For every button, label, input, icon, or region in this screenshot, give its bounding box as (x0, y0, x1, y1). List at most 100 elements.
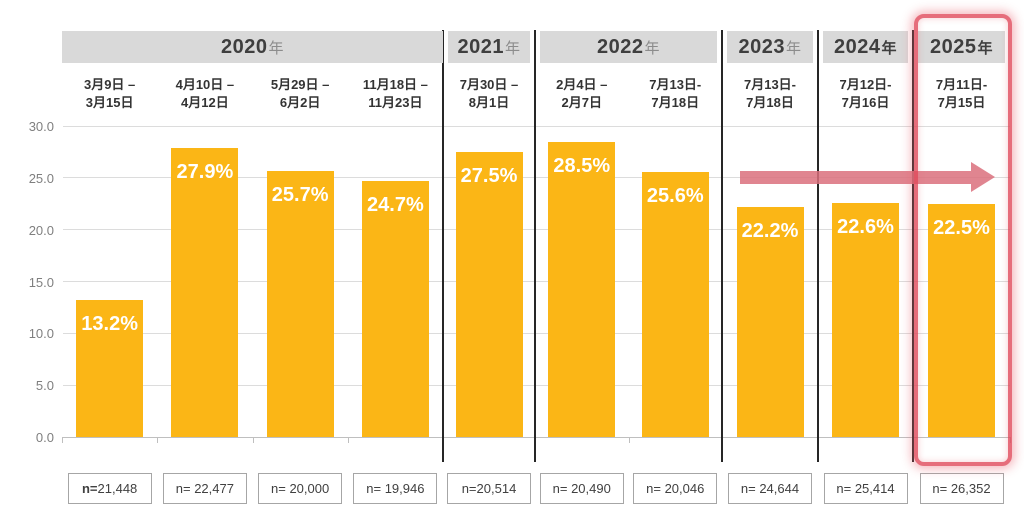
year-label: 2022 (596, 35, 644, 58)
y-axis-tick-label: 5.0 (35, 378, 54, 394)
sample-size-box: n= 26,352 (919, 473, 1004, 504)
gridline (63, 281, 1010, 282)
year-group-separator (442, 30, 444, 462)
sample-size-prefix: n= (740, 481, 760, 496)
bar-value-label: 22.5% (933, 216, 990, 239)
sample-size-box: n= 19,946 (353, 473, 438, 504)
bar-value-label: 25.6% (646, 184, 704, 207)
y-axis-tick-label: 30.0 (28, 119, 54, 134)
sample-size-value: 20,490 (571, 481, 611, 496)
survey-period-label: 11月18日 – 11月23日 (362, 77, 428, 110)
y-axis-tick-label: 20.0 (28, 222, 54, 238)
year-suffix-label: 年 (644, 39, 660, 57)
sample-size-prefix: n= (836, 481, 855, 496)
gridline (63, 177, 1010, 179)
bar-value-label: 22.2% (741, 219, 799, 242)
y-axis-tick-label: 0.0 (35, 430, 54, 445)
x-axis-tick (253, 437, 254, 443)
sample-size-box: n= 22,477 (162, 473, 247, 504)
bar-value-label: 27.5% (460, 164, 518, 187)
x-axis-tick (629, 437, 630, 443)
year-header-2025: 2025 年 (918, 31, 1005, 63)
x-axis-tick (1010, 437, 1011, 443)
x-axis-tick (348, 437, 349, 443)
year-header-2022: 2022 年 (540, 31, 717, 63)
survey-period-label: 7月12日- 7月16日 (839, 77, 892, 110)
sample-size-value: 19,946 (384, 481, 425, 496)
bar-2022-1: 28.5% (548, 141, 616, 437)
sample-size-prefix: n= (366, 481, 385, 496)
x-axis-tick (62, 437, 63, 443)
gridline (63, 229, 1010, 231)
y-axis-tick-label: 25.0 (28, 170, 54, 186)
y-axis-tick-label: 15.0 (28, 274, 54, 290)
year-suffix-label: 年 (977, 39, 993, 57)
year-suffix-label: 年 (881, 39, 897, 57)
gridline (63, 332, 1010, 334)
bar-2020-3: 25.7% (266, 170, 334, 437)
year-header-2023: 2023 年 (727, 31, 813, 63)
year-suffix-label: 年 (785, 39, 802, 57)
survey-period-label: 7月13日- 7月18日 (649, 77, 702, 110)
bar-value-label: 24.7% (367, 193, 424, 216)
x-axis-tick (157, 437, 158, 443)
sample-size-value: 20,046 (664, 481, 705, 496)
year-suffix-label: 年 (268, 39, 284, 57)
year-label: 2024 (833, 35, 881, 58)
year-label: 2021 (457, 35, 504, 58)
year-label: 2023 (738, 35, 785, 58)
sample-size-box: n= 20,046 (633, 473, 718, 504)
year-header-2020: 2020 年 (62, 31, 443, 63)
year-group-separator (817, 30, 819, 462)
survey-period-label: 7月11日- 7月15日 (935, 77, 988, 110)
bar-2023-1: 22.2% (736, 206, 804, 437)
year-label: 2020 (220, 35, 268, 58)
year-label: 2025 (929, 35, 977, 58)
sample-size-box: n= 25,414 (823, 473, 908, 504)
survey-period-label: 4月10日 – 4月12日 (175, 77, 235, 110)
survey-period-label: 7月13日- 7月18日 (743, 77, 797, 110)
gridline (63, 125, 1010, 127)
sample-size-box: n= 24,644 (728, 473, 812, 504)
bar-2020-4: 24.7% (361, 180, 429, 437)
bar-value-label: 22.6% (837, 215, 894, 238)
sample-size-value: 25,414 (854, 481, 895, 496)
sample-size-value: 24,644 (759, 481, 800, 496)
bar-2024-1: 22.6% (832, 202, 899, 437)
survey-period-label: 5月29日 – 6月2日 (270, 77, 330, 110)
sample-size-prefix: n= (932, 481, 951, 496)
sample-size-prefix: n= (81, 481, 98, 496)
survey-period-label: 7月30日 – 8月1日 (459, 77, 519, 110)
bar-2020-1: 13.2% (76, 300, 144, 437)
bar-2025-1: 22.5% (928, 203, 995, 437)
trend-arrow-head-icon (971, 162, 995, 192)
sample-size-value: 21,448 (97, 481, 138, 496)
trend-arrow-icon (740, 171, 971, 184)
bar-value-label: 27.9% (176, 160, 234, 183)
year-group-separator (912, 30, 914, 462)
sample-size-prefix: n= (175, 481, 195, 496)
year-group-separator (721, 30, 723, 462)
sample-size-prefix: n= (552, 481, 572, 496)
gridline (63, 436, 1010, 438)
sample-size-box: n= 20,490 (539, 473, 624, 504)
survey-period-label: 3月9日 – 3月15日 (83, 77, 136, 110)
bar-2021-1: 27.5% (455, 151, 523, 437)
year-header-2021: 2021 年 (448, 31, 530, 63)
bar-value-label: 13.2% (81, 313, 138, 336)
survey-period-label: 2月4日 – 2月7日 (556, 77, 608, 110)
sample-size-box: n= 21,448 (67, 473, 152, 504)
year-suffix-label: 年 (504, 39, 521, 57)
bar-2022-2: 25.6% (641, 171, 709, 437)
sample-size-box: n= 20,514 (447, 473, 531, 504)
sample-size-value: 22,477 (194, 481, 234, 496)
year-header-2024: 2024 年 (823, 31, 908, 63)
bar-value-label: 25.7% (271, 183, 329, 206)
bar-value-label: 28.5% (553, 154, 611, 177)
sample-size-value: 20,514 (476, 481, 517, 496)
sample-size-prefix: n= (271, 481, 290, 496)
y-axis-tick-label: 10.0 (28, 326, 54, 342)
sample-size-value: 20,000 (289, 481, 330, 496)
year-group-separator (534, 30, 536, 462)
